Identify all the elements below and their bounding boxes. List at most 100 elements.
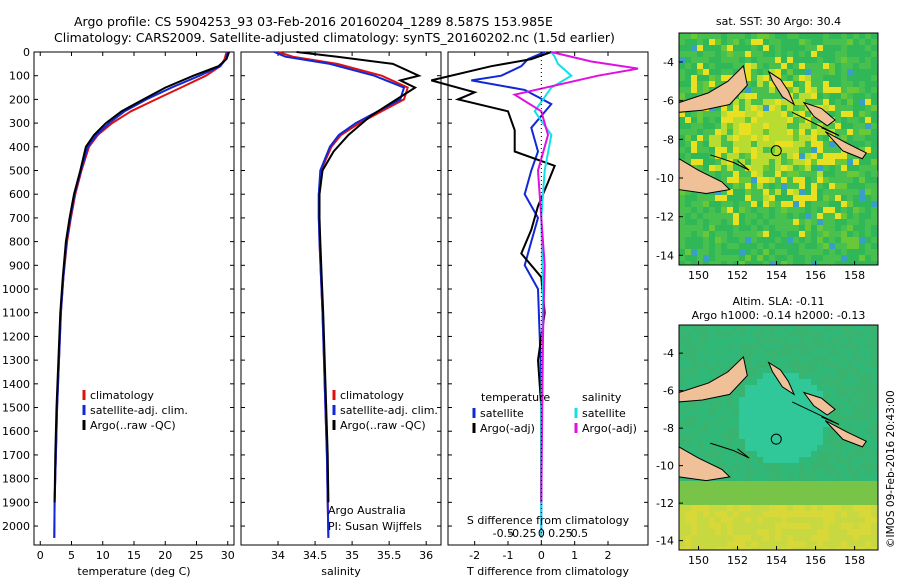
map-cell xyxy=(817,39,823,45)
map-cell xyxy=(769,261,775,265)
map-cell xyxy=(679,195,685,201)
map-cell xyxy=(733,159,739,165)
map-cell xyxy=(871,535,877,541)
map-cell xyxy=(847,177,853,183)
map-cell xyxy=(709,397,715,403)
map-cell xyxy=(811,511,817,517)
map-cell xyxy=(763,39,769,45)
map-cell xyxy=(775,415,781,421)
map-cell xyxy=(745,129,751,135)
map-cell xyxy=(745,177,751,183)
map-cell xyxy=(745,415,751,421)
map-cell xyxy=(769,511,775,517)
map-cell xyxy=(703,361,709,367)
map-cell xyxy=(811,39,817,45)
map-cell xyxy=(733,171,739,177)
map-cell xyxy=(865,111,871,117)
map-cell xyxy=(733,427,739,433)
map-cell xyxy=(793,523,799,529)
map-cell xyxy=(853,237,859,243)
map-cell xyxy=(865,87,871,93)
map-cell xyxy=(703,451,709,457)
x-tick-label: 150 xyxy=(688,554,709,567)
map-cell xyxy=(769,517,775,523)
map-cell xyxy=(715,481,721,487)
map-cell xyxy=(865,243,871,249)
map-cell xyxy=(679,63,685,69)
map-cell xyxy=(709,33,715,39)
map-cell xyxy=(853,511,859,517)
map-cell xyxy=(763,535,769,541)
map-cell xyxy=(859,249,865,255)
map-cell xyxy=(703,427,709,433)
map-cell xyxy=(703,213,709,219)
series-line-satellite xyxy=(53,51,229,538)
map-cell xyxy=(829,171,835,177)
map-cell xyxy=(775,391,781,397)
map-cell xyxy=(859,105,865,111)
map-cell xyxy=(805,99,811,105)
map-cell xyxy=(703,135,709,141)
map-cell xyxy=(847,361,853,367)
map-cell xyxy=(853,391,859,397)
map-cell xyxy=(787,415,793,421)
map-cell xyxy=(721,249,727,255)
map-cell xyxy=(703,75,709,81)
x-tick-label: 156 xyxy=(805,269,826,282)
map-cell xyxy=(691,349,697,355)
map-cell xyxy=(745,463,751,469)
map-cell xyxy=(823,231,829,237)
map-cell xyxy=(805,237,811,243)
map-cell xyxy=(823,487,829,493)
map-cell xyxy=(823,219,829,225)
map-cell xyxy=(853,255,859,261)
plot-frame xyxy=(240,51,442,546)
map-cell xyxy=(847,165,853,171)
map-cell xyxy=(859,57,865,63)
map-cell xyxy=(805,69,811,75)
map-cell xyxy=(709,57,715,63)
map-cell xyxy=(769,201,775,207)
map-cell xyxy=(769,207,775,213)
map-cell xyxy=(811,147,817,153)
map-cell xyxy=(853,135,859,141)
map-cell xyxy=(679,39,685,45)
map-cell xyxy=(697,427,703,433)
map-cell xyxy=(769,177,775,183)
map-cell xyxy=(685,123,691,129)
map-cell xyxy=(871,397,877,403)
map-cell xyxy=(865,117,871,123)
map-cell xyxy=(871,511,877,517)
map-cell xyxy=(823,529,829,535)
map-cell xyxy=(829,379,835,385)
map-cell xyxy=(853,373,859,379)
map-cell xyxy=(733,421,739,427)
map-cell xyxy=(787,261,793,265)
map-cell xyxy=(823,69,829,75)
map-cell xyxy=(865,165,871,171)
map-cell xyxy=(859,261,865,265)
map-cell xyxy=(835,129,841,135)
map-cell xyxy=(787,331,793,337)
map-cell xyxy=(769,237,775,243)
map-cell xyxy=(679,117,685,123)
map-cell xyxy=(841,361,847,367)
map-cell xyxy=(817,213,823,219)
map-cell xyxy=(835,207,841,213)
map-cell xyxy=(685,129,691,135)
map-cell xyxy=(679,517,685,523)
map-cell xyxy=(781,535,787,541)
map-cell xyxy=(745,135,751,141)
map-cell xyxy=(865,505,871,511)
map-cell xyxy=(697,213,703,219)
map-cell xyxy=(781,391,787,397)
map-cell xyxy=(835,57,841,63)
map-cell xyxy=(799,39,805,45)
map-cell xyxy=(805,475,811,481)
map-cell xyxy=(685,349,691,355)
map-cell xyxy=(859,517,865,523)
map-cell xyxy=(763,487,769,493)
map-cell xyxy=(835,219,841,225)
